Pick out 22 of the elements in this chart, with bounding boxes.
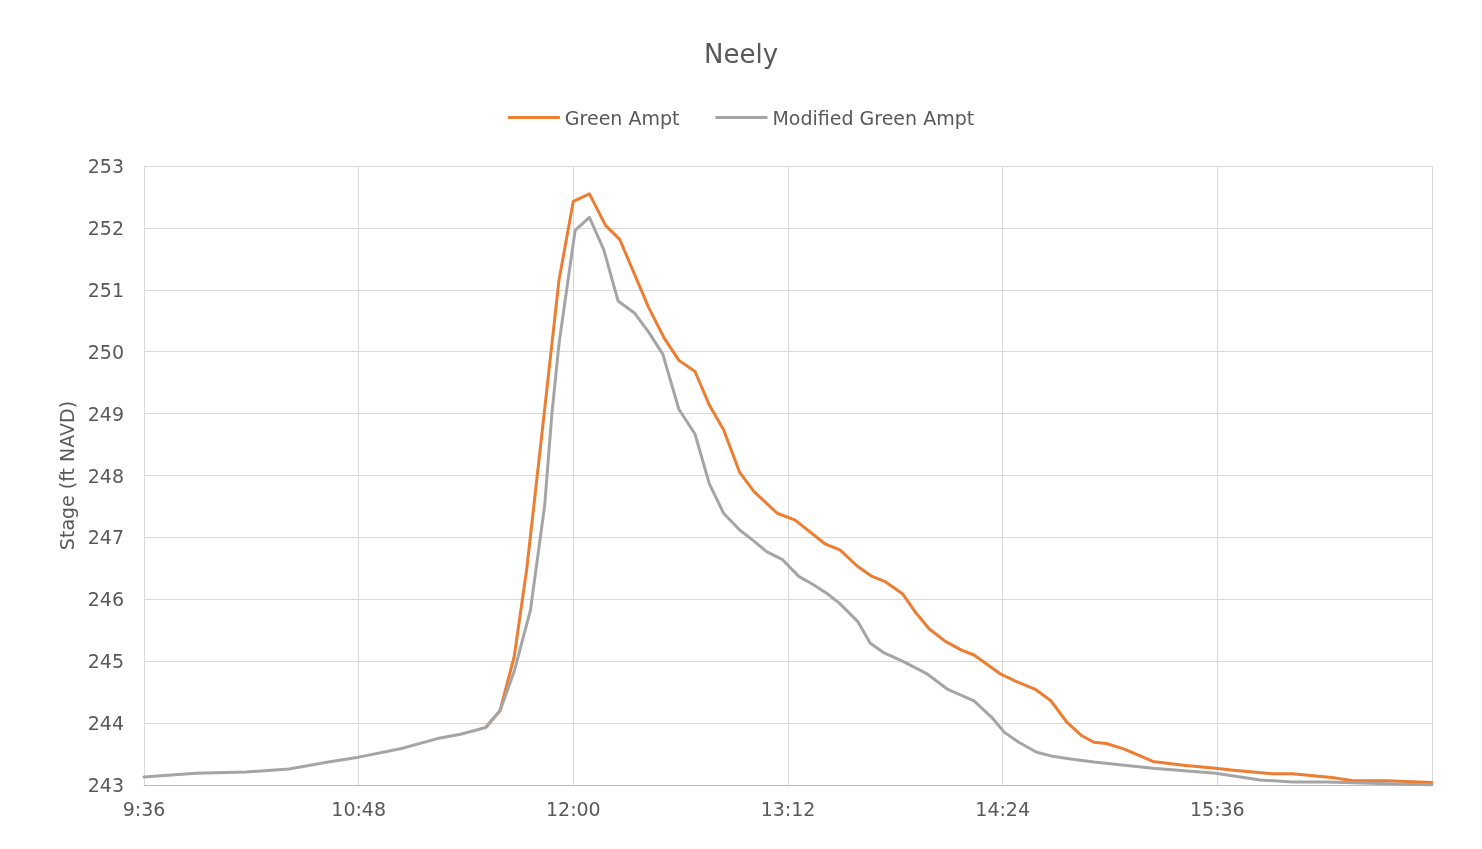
x-tick-label: 12:00: [545, 797, 601, 820]
legend-label: Modified Green Ampt: [772, 106, 975, 129]
x-tick-label: 13:12: [760, 797, 816, 820]
chart-title: Neely: [703, 39, 779, 69]
y-tick-label: 252: [87, 216, 124, 239]
x-tick-label: 10:48: [331, 797, 387, 820]
y-tick-label: 250: [87, 340, 124, 363]
line-series: [142, 215, 1434, 787]
x-tick-label: 14:24: [975, 797, 1031, 820]
x-tick-label: 9:36: [122, 797, 166, 820]
y-tick-label: 251: [87, 278, 124, 301]
y-tick-label: 246: [87, 588, 124, 611]
y-tick-label: 247: [87, 526, 124, 549]
y-tick-label: 245: [87, 650, 124, 673]
y-tick-label: 253: [87, 155, 124, 177]
y-tick-label: 243: [87, 774, 124, 796]
y-tick-label: 248: [87, 464, 124, 487]
legend-label: Green Ampt: [564, 106, 680, 129]
y-axis-title: Stage (ft NAVD): [56, 400, 79, 551]
x-tick-label: 15:36: [1189, 797, 1245, 820]
y-tick-label: 249: [87, 402, 124, 425]
y-tick-label: 244: [87, 712, 124, 735]
